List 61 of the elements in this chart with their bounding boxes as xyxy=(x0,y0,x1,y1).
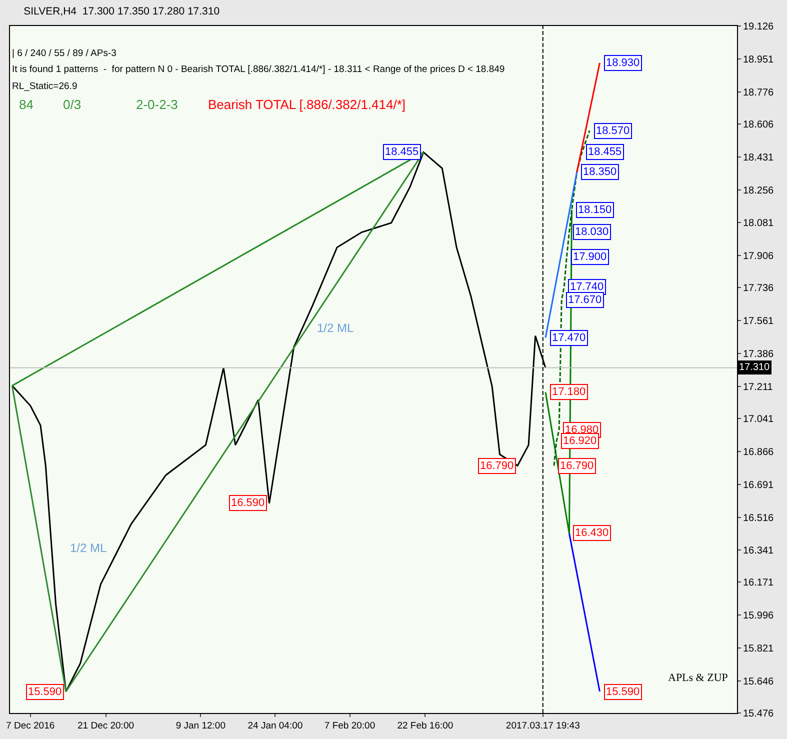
x-tick-label: 9 Jan 12:00 xyxy=(176,720,226,732)
annotation: 18.030 xyxy=(575,226,609,238)
annotation: 18.930 xyxy=(606,57,640,69)
annotation: 18.350 xyxy=(583,166,617,178)
x-tick-label: 24 Jan 04:00 xyxy=(248,720,303,732)
annotation: 2-0-2-3 xyxy=(136,97,178,112)
annotation: 17.670 xyxy=(568,294,602,306)
x-tick-label: 7 Dec 2016 xyxy=(6,720,55,732)
x-tick-label: 7 Feb 20:00 xyxy=(324,720,376,732)
annotation: 16.920 xyxy=(563,435,597,447)
y-tick-label: 19.126 xyxy=(743,22,774,32)
annotation: 16.430 xyxy=(575,527,609,539)
annotation: 16.980 xyxy=(565,424,599,436)
y-tick-label: 15.476 xyxy=(743,708,774,720)
y-tick-label: 18.081 xyxy=(743,218,774,230)
ref-line-label: 17.310 xyxy=(739,362,770,373)
chart-title: SILVER,H4 17.300 17.350 17.280 17.310 xyxy=(24,6,220,18)
y-tick-label: 15.821 xyxy=(743,644,774,655)
y-tick-label: 16.171 xyxy=(743,578,774,589)
annotation: 16.790 xyxy=(560,460,594,472)
annotation: 18.455 xyxy=(385,146,419,158)
annotation: 17.470 xyxy=(552,332,586,344)
annotation: RL_Static=26.9 xyxy=(12,81,78,92)
y-tick-label: 18.951 xyxy=(743,54,774,66)
annotation: 1/2 ML xyxy=(70,541,108,555)
y-tick-label: 18.431 xyxy=(743,152,774,164)
y-tick-label: 16.691 xyxy=(743,480,774,491)
y-tick-label: 17.906 xyxy=(743,251,774,262)
y-tick-label: 18.256 xyxy=(743,185,774,196)
annotation: 18.455 xyxy=(588,146,622,158)
y-tick-label: 16.866 xyxy=(743,446,774,458)
y-tick-label: 17.561 xyxy=(743,316,774,328)
y-tick-label: 15.646 xyxy=(743,676,774,688)
y-tick-label: 18.606 xyxy=(743,119,774,130)
annotation: 18.150 xyxy=(578,204,612,216)
annotation: 17.180 xyxy=(552,386,586,398)
y-tick-label: 17.736 xyxy=(743,283,774,294)
annotation: 16.590 xyxy=(231,497,265,509)
y-tick-label: 17.386 xyxy=(743,349,774,360)
y-tick-label: 17.041 xyxy=(743,414,774,425)
annotation: 15.590 xyxy=(606,686,640,698)
annotation: 18.570 xyxy=(596,125,630,137)
annotation: 1/2 ML xyxy=(317,321,354,335)
y-tick-label: 18.776 xyxy=(743,87,774,98)
annotation: Bearish TOTAL [.886/.382/1.414/*] xyxy=(208,97,406,112)
y-tick-label: 17.211 xyxy=(743,382,774,393)
y-tick-label: 15.996 xyxy=(743,610,774,622)
x-tick-label: 21 Dec 20:00 xyxy=(77,720,134,732)
annotation: 16.790 xyxy=(480,460,514,472)
x-tick-label: 2017.03.17 19:43 xyxy=(506,720,580,732)
y-tick-label: 16.341 xyxy=(743,546,774,557)
annotation: APLs & ZUP xyxy=(668,672,728,684)
annotation: 0/3 xyxy=(63,97,82,112)
x-tick-label: 22 Feb 16:00 xyxy=(397,720,454,732)
annotation: 84 xyxy=(19,97,34,112)
annotation: | 6 / 240 / 55 / 89 / APs-3 xyxy=(12,48,116,59)
annotation: 17.740 xyxy=(570,281,604,293)
annotation: It is found 1 patterns - for pattern N 0 - Bearish TOTAL [.886/.382/1.414/*] - 18.311 < Range of the prices D < 18.849 xyxy=(12,64,505,75)
annotation: 17.900 xyxy=(573,251,607,263)
y-tick-label: 16.516 xyxy=(743,512,774,524)
annotation: 15.590 xyxy=(28,686,62,698)
